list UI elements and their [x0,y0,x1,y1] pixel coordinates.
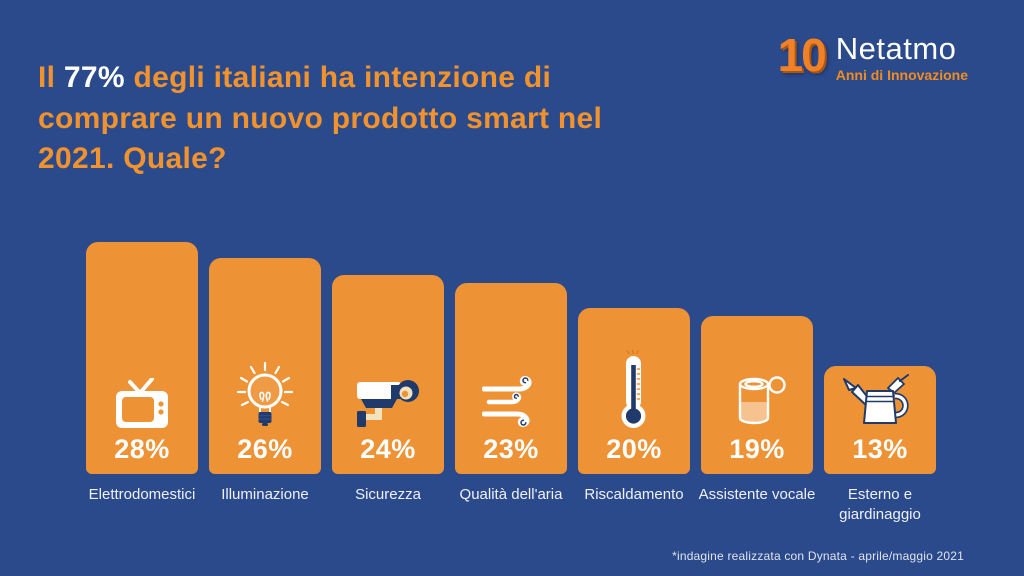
bar-column: 26% Illuminazione [209,258,321,503]
bar-value: 23% [483,434,539,464]
bar-label: Qualità dell'aria [459,486,563,503]
bar-label: Riscaldamento [584,486,684,503]
bar-column: 23% Qualità dell'aria [455,283,567,503]
bar-column: 20% Riscaldamento [578,308,690,503]
bar-label: Esterno e giardinaggio [839,486,921,524]
smart-speaker-icon [738,376,786,425]
bar-column: 24% Sicurezza [332,274,444,503]
title-highlight-percentage: 77% [63,61,125,94]
logo-tagline: Anni di Innovazione [835,67,968,84]
bar-chart: 28% Elettrodomestici [86,240,938,523]
bar-value: 24% [360,434,416,464]
bar-column: 28% Elettrodomestici [86,241,198,503]
lightbulb-icon [236,361,294,426]
bar-label: Assistente vocale [698,486,816,503]
logo-brand-name: Netatmo [835,31,957,66]
bar: 23% [455,283,567,474]
title-lead: Il [38,61,56,94]
bar-value: 13% [852,434,908,464]
survey-footnote: *indagine realizzata con Dynata - aprile… [672,549,964,563]
bar-label: Elettrodomestici [88,486,196,503]
thermometer-icon [621,350,646,428]
bar-column: 13% Esterno e giardinaggio [824,366,936,523]
bar-label: Illuminazione [221,486,309,503]
bar-label: Sicurezza [355,486,421,503]
tv-icon [116,378,168,428]
bar-value: 20% [606,434,662,464]
title-rest: degli italiani ha intenzione di comprare… [38,61,603,175]
bar-value: 19% [729,434,785,464]
wind-icon [482,376,532,427]
bar-value: 28% [114,434,170,464]
bar: 26% [209,258,321,474]
bar: 19% [701,316,813,474]
bar: 28% [86,241,198,474]
bar-column: 19% Assistente vocale [699,316,815,503]
security-camera-icon [357,380,419,427]
page-title: Il 77% degli italiani ha intenzione di c… [38,58,718,180]
watering-can-icon [843,374,909,424]
bar: 20% [578,308,690,474]
bar: 13% [824,366,936,474]
netatmo-logo: 10 Netatmo Anni di Innovazione [777,29,968,84]
logo-10-icon: 10 [777,29,827,81]
bar-value: 26% [237,434,293,464]
bar: 24% [332,274,444,474]
